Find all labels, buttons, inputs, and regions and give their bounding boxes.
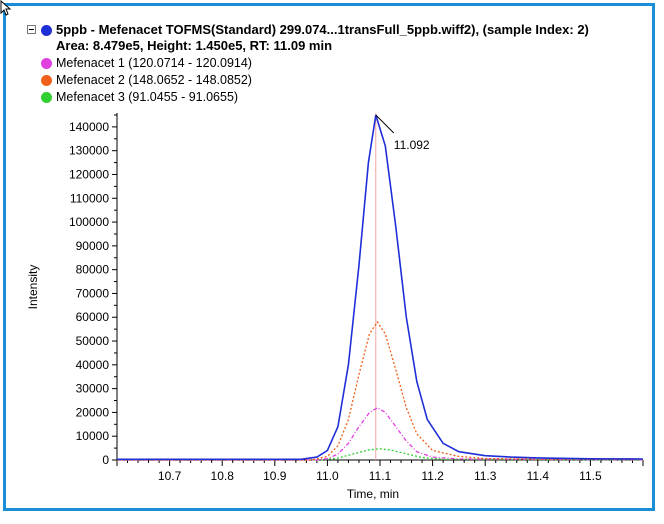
x-axis-label: Time, min	[347, 487, 399, 501]
x-tick-label: 10.7	[158, 469, 182, 483]
y-tick-label: 0	[102, 453, 109, 467]
y-tick-label: 30000	[76, 382, 110, 396]
x-tick-label: 11.3	[474, 469, 497, 483]
y-tick-label: 130000	[69, 144, 109, 158]
x-tick-label: 11.0	[316, 469, 339, 483]
y-tick-label: 120000	[69, 167, 109, 181]
chart-title: 5ppb - Mefenacet TOFMS(Standard) 299.074…	[56, 22, 589, 37]
y-tick-label: 90000	[76, 239, 110, 253]
axis-labels: Time, min Intensity	[26, 265, 399, 501]
series-layer: 11.092	[117, 113, 644, 461]
x-tick-label: 11.1	[369, 469, 392, 483]
series-line	[117, 114, 644, 461]
y-tick-label: 60000	[76, 310, 110, 324]
axes: 0 10000 20000 30000 40000 50000 60000 70000 8000…	[69, 113, 644, 483]
legend-item: Mefenacet 2 (148.0652 - 148.0852)	[56, 73, 252, 87]
y-tick-label: 50000	[76, 334, 110, 348]
x-tick-label: 11.2	[421, 469, 444, 483]
sample-dot-icon	[41, 25, 52, 36]
legend-dot-icon	[41, 92, 52, 103]
y-tick-label: 20000	[76, 405, 110, 419]
x-tick-label: 11.4	[527, 469, 550, 483]
y-axis-label: Intensity	[26, 265, 40, 310]
y-tick-label: 110000	[70, 191, 109, 205]
collapse-toggle-icon[interactable]	[27, 25, 36, 34]
cursor-pointer-icon	[0, 0, 12, 16]
series-line	[117, 320, 644, 461]
chart-subtitle: Area: 8.479e5, Height: 1.450e5, RT: 11.0…	[56, 38, 333, 53]
series-line	[117, 406, 644, 461]
y-tick-label: 10000	[76, 429, 110, 443]
y-tick-label: 80000	[76, 263, 110, 277]
y-tick-label: 100000	[69, 215, 109, 229]
peak-annotation-label: 11.092	[394, 138, 430, 152]
legend-dot-icon	[41, 75, 52, 86]
series-line	[117, 448, 644, 461]
x-tick-label: 10.9	[263, 469, 287, 483]
y-tick-label: 140000	[69, 120, 109, 134]
peak-annotation-leader	[375, 114, 395, 134]
x-tick-label: 10.8	[211, 469, 235, 483]
y-tick-label: 40000	[76, 358, 110, 372]
x-tick-label: 11.5	[579, 469, 602, 483]
chart-window	[3, 3, 655, 511]
legend-item: Mefenacet 3 (91.0455 - 91.0655)	[56, 90, 239, 104]
legend-item: Mefenacet 1 (120.0714 - 120.0914)	[56, 56, 252, 70]
y-tick-label: 70000	[76, 286, 110, 300]
legend-dot-icon	[41, 58, 52, 69]
